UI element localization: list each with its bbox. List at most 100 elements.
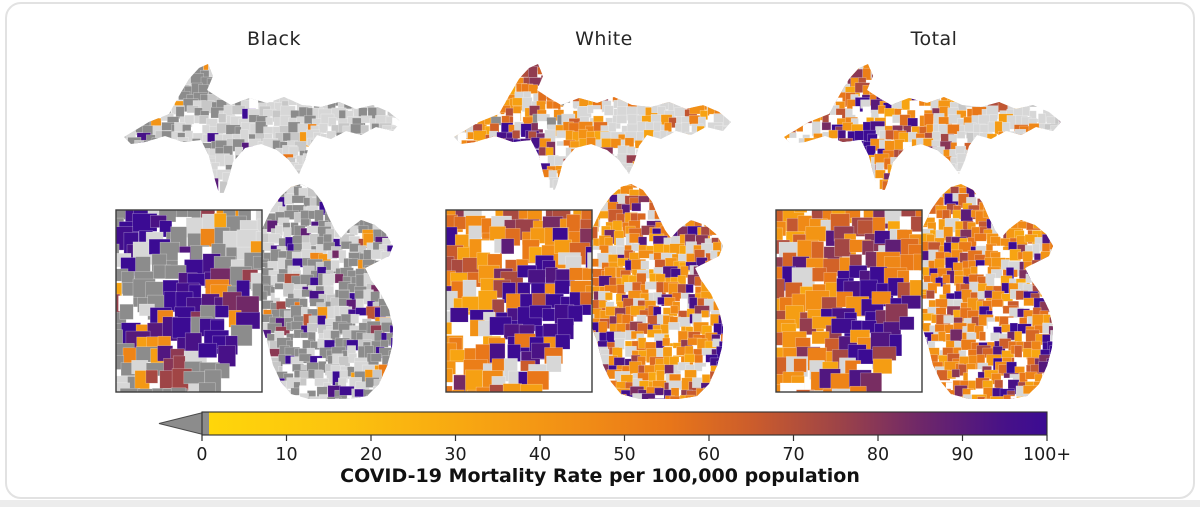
tract <box>318 157 327 166</box>
tract <box>603 161 613 170</box>
tract <box>1011 65 1024 76</box>
tract <box>820 166 830 180</box>
tract <box>688 179 700 188</box>
tract <box>407 188 422 200</box>
tract <box>411 252 425 261</box>
tract <box>664 184 675 188</box>
tract <box>226 90 242 100</box>
tract <box>431 226 440 239</box>
tract <box>555 75 569 89</box>
tract <box>427 282 435 293</box>
tract <box>1050 386 1053 396</box>
tract <box>588 395 591 399</box>
tract <box>674 83 684 96</box>
tract <box>309 396 322 399</box>
tract <box>717 262 723 276</box>
tract <box>263 374 272 384</box>
tract <box>974 137 986 151</box>
tract <box>1066 331 1076 345</box>
tract <box>1005 77 1019 88</box>
tract <box>427 222 436 233</box>
tract <box>1006 161 1020 172</box>
tract <box>653 189 662 204</box>
tract <box>1098 396 1099 404</box>
colorbar-tick-label: 50 <box>613 445 635 465</box>
tract <box>932 84 944 98</box>
tract <box>371 123 380 134</box>
tract <box>1030 184 1041 189</box>
tract <box>828 173 844 182</box>
tract <box>124 99 130 111</box>
tract <box>407 258 415 267</box>
tract <box>336 169 347 181</box>
tract <box>428 315 439 322</box>
tract <box>252 283 262 302</box>
tract <box>402 123 413 130</box>
tract <box>262 64 279 75</box>
tract <box>1057 220 1064 234</box>
tract <box>688 134 700 146</box>
tract <box>830 75 841 89</box>
tract <box>457 99 467 114</box>
tract <box>1065 394 1078 403</box>
tract <box>386 396 393 399</box>
tract <box>411 193 422 203</box>
tract <box>563 67 577 80</box>
tract <box>716 165 727 175</box>
tract <box>297 74 306 90</box>
tract <box>168 181 181 196</box>
tract <box>313 178 325 188</box>
tract <box>1063 236 1076 249</box>
tract <box>136 81 150 97</box>
tract <box>670 194 680 206</box>
tract <box>1075 323 1083 336</box>
tract <box>1072 382 1080 392</box>
tract <box>949 64 965 76</box>
tract <box>600 147 614 159</box>
tract <box>546 355 562 373</box>
tract <box>1082 349 1096 364</box>
tract <box>923 181 933 196</box>
tract <box>725 179 740 191</box>
tract <box>1043 78 1058 88</box>
tract <box>199 173 213 183</box>
tract <box>145 68 154 80</box>
tract <box>842 157 855 172</box>
tract <box>129 177 141 191</box>
tract <box>726 318 738 325</box>
tract <box>124 171 133 186</box>
tract <box>1064 317 1072 325</box>
tract <box>390 187 393 203</box>
tract <box>788 162 799 170</box>
tract <box>145 369 158 384</box>
tract <box>155 89 171 98</box>
tract <box>171 138 182 153</box>
tract <box>395 195 405 207</box>
tract <box>761 205 769 217</box>
tract <box>931 64 946 73</box>
tract <box>450 307 469 323</box>
tract <box>280 170 292 180</box>
tract <box>1063 252 1077 264</box>
tract <box>637 337 647 349</box>
tract <box>373 189 386 198</box>
tract <box>390 337 393 349</box>
tract <box>854 181 865 197</box>
tract <box>729 105 731 120</box>
tract <box>787 64 797 71</box>
tract <box>786 137 800 151</box>
tract <box>256 218 262 240</box>
tract <box>582 268 592 281</box>
tract <box>363 389 375 399</box>
tract <box>1006 186 1021 198</box>
inset-frame <box>775 209 923 393</box>
tract <box>142 109 151 122</box>
tract <box>1026 190 1037 205</box>
tract <box>1003 171 1015 182</box>
tract <box>750 331 760 341</box>
panel-white: White <box>439 4 769 404</box>
tract <box>458 90 467 107</box>
tract <box>693 184 707 193</box>
tract <box>222 64 236 72</box>
tract <box>386 211 393 223</box>
